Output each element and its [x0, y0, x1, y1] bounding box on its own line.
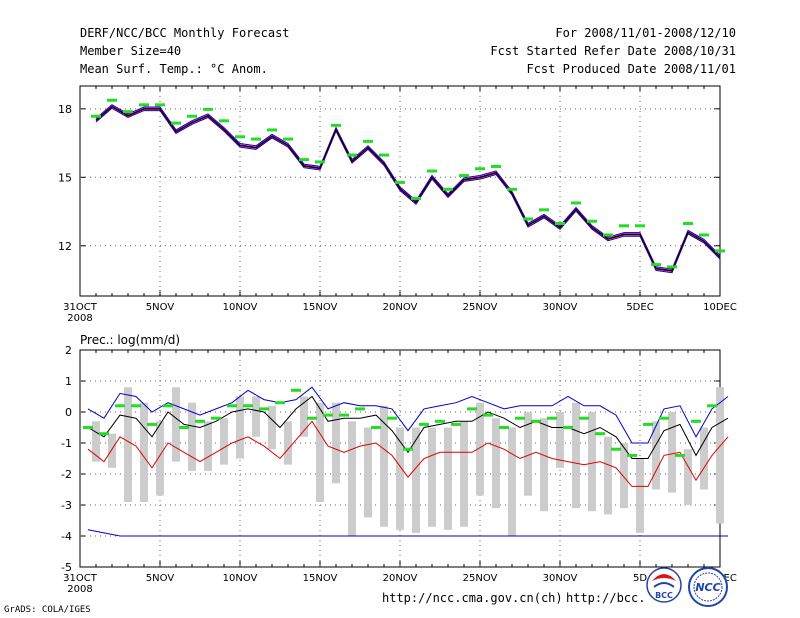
prec-range-box — [700, 427, 708, 490]
x-tick-label: 5NOV — [146, 302, 175, 313]
prec-range-box — [188, 402, 196, 471]
prec-range-box — [300, 396, 308, 437]
x-tick-label: 20NOV — [383, 573, 418, 584]
temp-line — [95, 107, 721, 274]
prec-range-box — [604, 436, 612, 515]
prec-range-box — [140, 402, 148, 502]
x-tick-label: 10NOV — [223, 573, 258, 584]
y-tick-label: -1 — [61, 437, 72, 450]
bcc-logo-text: BCC — [655, 591, 673, 600]
prec-range-box — [172, 387, 180, 462]
x-tick-label: 30NOV — [543, 573, 578, 584]
prec-clim-line — [87, 529, 728, 537]
prec-range-box — [428, 427, 436, 527]
y-tick-label: -3 — [61, 499, 72, 512]
x-tick-label: 10NOV — [223, 302, 258, 313]
prec-range-box — [476, 402, 484, 496]
temp-line — [95, 105, 721, 271]
ncc-logo: NCC — [688, 567, 728, 607]
member-size: Member Size=40 — [80, 44, 182, 58]
temp-line — [95, 104, 721, 270]
prec-range-box — [332, 402, 340, 484]
x-tick-label: 5D — [633, 573, 647, 584]
prec-range-box — [492, 418, 500, 509]
start-date: Fcst Started Refer Date 2008/10/31 — [490, 44, 736, 58]
temp-mean-line — [95, 105, 721, 272]
prec-range-box — [716, 387, 724, 524]
prec-range-box — [668, 412, 676, 493]
prec-range-box — [348, 421, 356, 536]
chart-title: DERF/NCC/BCC Monthly Forecast — [80, 26, 290, 40]
prec-mean-line — [87, 395, 729, 459]
y-tick-label: -5 — [61, 561, 72, 574]
forecast-period: For 2008/11/01-2008/12/10 — [555, 26, 736, 40]
prec-range-box — [156, 421, 164, 496]
prec-range-box — [556, 412, 564, 468]
prec-range-box — [252, 396, 260, 437]
prec-range-box — [316, 402, 324, 502]
ncc-logo-text: NCC — [695, 581, 720, 594]
prec-range-box — [220, 418, 228, 465]
prec-range-box — [588, 412, 596, 512]
prec-range-box — [636, 458, 644, 533]
bcc-url[interactable]: http://bcc. — [566, 591, 646, 605]
prec-title: Prec.: log(mm/d) — [80, 333, 180, 347]
x-year-label: 2008 — [67, 313, 92, 324]
prec-range-box — [508, 427, 516, 536]
x-tick-label: 5DEC — [626, 302, 653, 313]
prec-range-box — [460, 421, 468, 527]
x-tick-label: 25NOV — [463, 302, 498, 313]
x-tick-label: 31OCT — [63, 573, 98, 584]
prec-range-box — [236, 396, 244, 459]
y-tick-label: 18 — [58, 103, 72, 116]
prec-range-box — [684, 449, 692, 505]
prec-lower-line — [87, 420, 729, 487]
y-tick-label: 12 — [58, 240, 72, 253]
prec-range-box — [524, 412, 532, 496]
prec-range-box — [124, 387, 132, 502]
logos: BCC NCC — [646, 567, 728, 607]
prec-range-box — [572, 402, 580, 509]
prec-range-box — [364, 427, 372, 518]
prec-range-box — [284, 421, 292, 465]
bcc-logo: BCC — [646, 567, 682, 603]
y-tick-label: 1 — [65, 375, 72, 388]
x-tick-label: 20NOV — [383, 302, 418, 313]
temp-line — [95, 106, 721, 273]
x-tick-label: 10DEC — [703, 302, 737, 313]
prec-range-box — [444, 427, 452, 530]
variable-label: Mean Surf. Temp.: °C Anom. — [80, 62, 268, 76]
prec-range-box — [92, 421, 100, 462]
y-tick-label: 2 — [65, 344, 72, 357]
prec-range-box — [204, 421, 212, 471]
y-tick-label: 15 — [58, 171, 72, 184]
y-tick-label: -4 — [61, 530, 72, 543]
prec-range-box — [620, 443, 628, 509]
prec-range-box — [412, 427, 420, 533]
prec-range-box — [396, 427, 404, 530]
produced-date: Fcst Produced Date 2008/11/01 — [526, 62, 736, 76]
x-tick-label: 25NOV — [463, 573, 498, 584]
prec-range-box — [652, 421, 660, 490]
prec-range-box — [540, 418, 548, 512]
prec-range-box — [268, 405, 276, 450]
x-tick-label: 5NOV — [146, 573, 175, 584]
x-tick-label: 30NOV — [543, 302, 578, 313]
ncc-url[interactable]: http://ncc.cma.gov.cn(ch) — [382, 591, 563, 605]
grads-credit: GrADS: COLA/IGES — [4, 605, 91, 615]
x-tick-label: 15NOV — [303, 573, 338, 584]
x-tick-label: 15NOV — [303, 302, 338, 313]
y-tick-label: -2 — [61, 468, 72, 481]
x-year-label: 2008 — [67, 584, 92, 595]
prec-range-box — [380, 405, 388, 527]
x-tick-label: 31OCT — [63, 302, 98, 313]
y-tick-label: 0 — [65, 406, 72, 419]
prec-range-box — [108, 433, 116, 468]
prec-upper-line — [87, 386, 729, 444]
